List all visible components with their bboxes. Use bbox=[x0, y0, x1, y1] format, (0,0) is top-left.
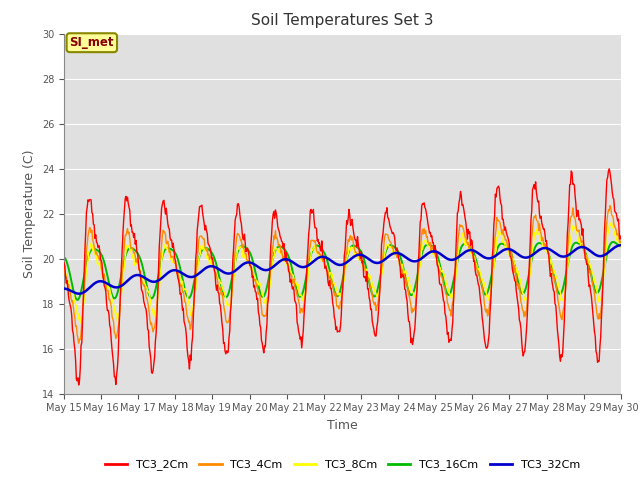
Legend: TC3_2Cm, TC3_4Cm, TC3_8Cm, TC3_16Cm, TC3_32Cm: TC3_2Cm, TC3_4Cm, TC3_8Cm, TC3_16Cm, TC3… bbox=[100, 455, 584, 475]
Y-axis label: Soil Temperature (C): Soil Temperature (C) bbox=[23, 149, 36, 278]
Title: Soil Temperatures Set 3: Soil Temperatures Set 3 bbox=[251, 13, 434, 28]
Text: SI_met: SI_met bbox=[70, 36, 114, 49]
X-axis label: Time: Time bbox=[327, 419, 358, 432]
